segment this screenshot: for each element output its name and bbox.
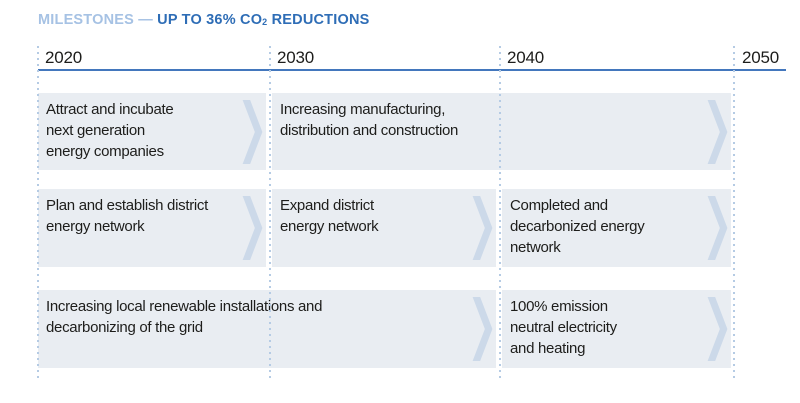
- milestone-text: Plan and establish district energy netwo…: [46, 197, 208, 235]
- milestone-segment: Completed and decarbonized energy networ…: [502, 189, 731, 267]
- milestone-segment: Increasing local renewable installations…: [38, 290, 496, 368]
- title-main-suffix: REDUCTIONS: [267, 12, 370, 28]
- milestone-text: Increasing local renewable installations…: [46, 298, 323, 336]
- timeline-axis: [38, 69, 786, 71]
- chevron-right-icon: [707, 297, 728, 361]
- chevron-right-icon: [472, 196, 493, 260]
- title-main-text: UP TO 36% CO: [157, 12, 263, 28]
- year-label-2020: 2020: [45, 48, 83, 67]
- milestone-text: 100% emission neutral electricity and he…: [510, 298, 617, 357]
- milestone-text: Increasing manufacturing, distribution a…: [280, 101, 459, 139]
- milestone-text: Expand district energy network: [280, 197, 379, 235]
- milestone-segment: Increasing manufacturing, distribution a…: [272, 93, 731, 170]
- title-prefix: MILESTONES —: [38, 12, 158, 28]
- milestone-text: Completed and decarbonized energy networ…: [510, 197, 645, 256]
- year-gridline-2030: [269, 46, 271, 380]
- chevron-right-icon: [242, 99, 263, 164]
- year-gridline-2020: [37, 46, 39, 380]
- chevron-right-icon: [707, 196, 728, 260]
- year-gridline-2050: [733, 46, 735, 380]
- milestone-text: Attract and incubate next generation ene…: [46, 101, 174, 160]
- chevron-right-icon: [707, 99, 728, 164]
- year-label-2040: 2040: [507, 48, 545, 67]
- year-gridline-2040: [499, 46, 501, 380]
- milestone-segment: Expand district energy network: [272, 189, 496, 267]
- co2-subscript: 2: [262, 17, 268, 27]
- milestone-segment: 100% emission neutral electricity and he…: [502, 290, 731, 368]
- title-main: UP TO 36% CO2 REDUCTIONS: [157, 12, 369, 28]
- page-title: MILESTONES — UP TO 36% CO2 REDUCTIONS: [38, 12, 369, 28]
- milestone-segment: Attract and incubate next generation ene…: [38, 93, 266, 170]
- year-label-2050: 2050: [742, 48, 780, 67]
- chevron-right-icon: [472, 297, 493, 361]
- milestone-segment: Plan and establish district energy netwo…: [38, 189, 266, 267]
- year-label-2030: 2030: [277, 48, 315, 67]
- chevron-right-icon: [242, 196, 263, 260]
